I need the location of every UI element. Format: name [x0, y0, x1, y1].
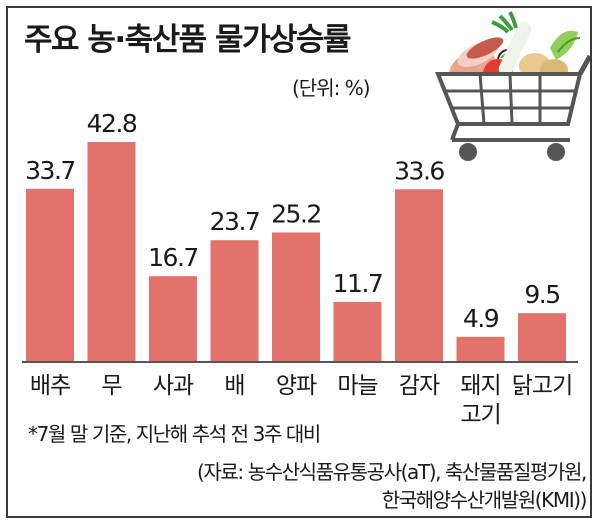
category-label: 무	[101, 373, 121, 399]
bar-사과	[149, 276, 197, 362]
value-label: 11.7	[333, 269, 383, 298]
bar-무	[87, 142, 136, 362]
category-label: 배추	[30, 373, 70, 399]
bar-양파	[272, 232, 320, 362]
bar-돼지고기	[456, 336, 505, 362]
bar-닭고기	[518, 313, 566, 362]
value-label: 25.2	[271, 199, 321, 228]
value-label: 9.5	[524, 280, 559, 309]
bar-마늘	[333, 301, 382, 362]
value-label: 23.7	[210, 207, 260, 236]
bar-배	[210, 240, 259, 362]
category-label: 마늘	[337, 373, 377, 399]
value-label: 33.7	[25, 156, 75, 185]
chart-title: 주요 농·축산품 물가상승률	[24, 22, 352, 58]
category-label: 사과	[153, 373, 194, 399]
value-label: 16.7	[148, 243, 198, 272]
footnote: *7월 말 기준, 지난해 추석 전 3주 대비	[28, 422, 321, 446]
value-label: 42.8	[87, 109, 137, 138]
category-label: 돼지	[460, 373, 500, 399]
shopping-cart-icon	[430, 8, 593, 167]
category-label: 감자	[399, 373, 440, 399]
unit-label: (단위: %)	[292, 76, 371, 100]
source-line-2: 한국해양수산개발원(KMI))	[381, 488, 588, 512]
value-label: 4.9	[463, 304, 499, 333]
radish-icon	[498, 22, 532, 76]
source-line-1: (자료: 농수산식품유통공사(aT), 축산물품질평가원,	[196, 460, 587, 484]
bar-감자	[395, 189, 443, 362]
category-label: 고기	[460, 402, 500, 428]
category-label: 닭고기	[512, 373, 572, 399]
bar-배추	[26, 188, 74, 362]
category-label: 양파	[276, 373, 317, 399]
category-label: 배	[224, 373, 244, 399]
value-label: 33.6	[394, 156, 444, 185]
